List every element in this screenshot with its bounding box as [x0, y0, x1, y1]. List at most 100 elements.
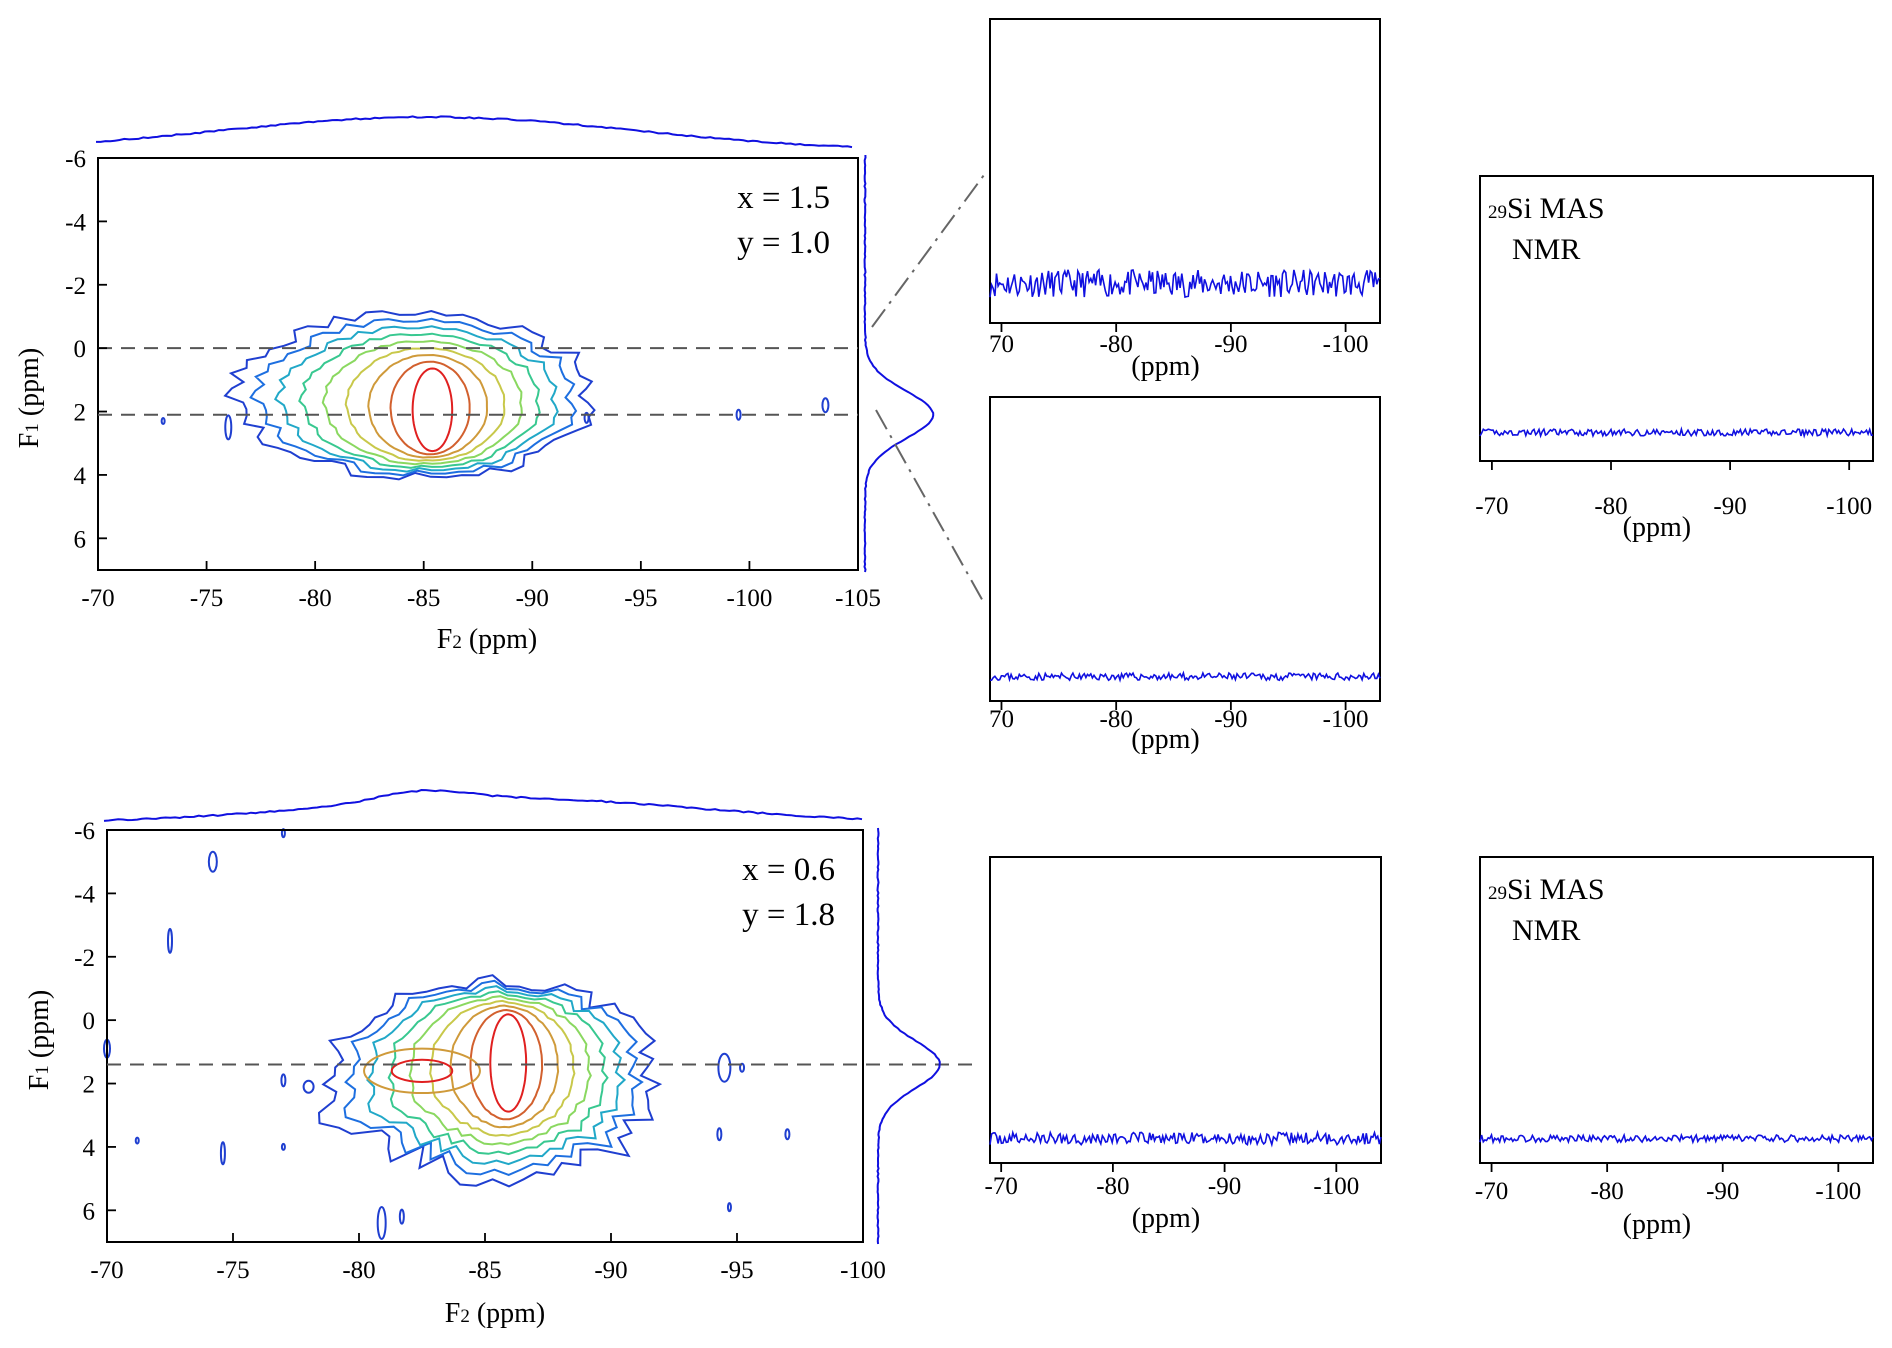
contour-bottom-secondary-peak-contour: [363, 1047, 481, 1095]
contour-top-y-tick-label: -2: [65, 273, 86, 300]
contour-top-contour-level: [223, 309, 596, 481]
contour-top-x-tick-label: -95: [624, 585, 657, 612]
contour-top-y-tick-label: 2: [74, 400, 87, 427]
mas-bottom-spectrum-line: [1479, 1132, 1874, 1145]
slice-top-1-frame: [989, 18, 1381, 324]
slice-top-1-x-tick-label: -100: [1323, 331, 1369, 358]
mas-top-x-tick-label: -70: [1475, 493, 1508, 520]
mas-bottom-frame: [1479, 856, 1874, 1164]
mas-top-spectrum-line: [1479, 426, 1874, 439]
mas-bottom-x-axis-label: (ppm): [1623, 1209, 1691, 1240]
mas-top-frame: [1479, 175, 1874, 462]
slice-bottom-x-tick-label: -80: [1096, 1173, 1129, 1200]
contour-bottom-x-tick-label: -70: [90, 1257, 123, 1284]
slice-top-1-x-tick-label: 70: [989, 331, 1014, 358]
slice-top-2-spectrum-line: [989, 670, 1381, 683]
contour-top-y-tick-label: 6: [74, 526, 87, 553]
contour-top-contour-level: [367, 353, 489, 459]
mas-bottom-nmr-label: 29Si MAS: [1488, 873, 1605, 906]
contour-bottom-x-tick-label: -100: [840, 1257, 886, 1284]
slice-connector-line: [871, 174, 985, 328]
contour-bottom-composition-annotation: x = 0.6: [742, 852, 835, 888]
contour-top-y-tick-label: -4: [65, 209, 86, 236]
contour-top-x-tick-label: -80: [298, 585, 331, 612]
contour-bottom-noise-contour: [717, 1052, 732, 1083]
contour-bottom-x-tick-label: -80: [342, 1257, 375, 1284]
contour-bottom-contour-level: [408, 995, 592, 1146]
contour-top-contour-level: [411, 367, 454, 453]
contour-top-contour-level: [249, 317, 578, 477]
contour-bottom-y-tick-label: -2: [74, 945, 95, 972]
mas-top-x-tick-label: -100: [1826, 493, 1872, 520]
contour-bottom-contour-level: [469, 1008, 544, 1121]
contour-top-composition-annotation: y = 1.0: [737, 225, 830, 261]
slice-top-2-x-tick-label: -80: [1100, 706, 1133, 733]
contour-top-composition-annotation: x = 1.5: [737, 180, 830, 216]
contour-top-f1-projection: [863, 154, 935, 573]
slice-top-1-x-axis-label: (ppm): [1131, 351, 1199, 382]
contour-top-x-tick-label: -75: [190, 585, 223, 612]
contour-bottom-secondary-peak-contour: [390, 1058, 454, 1083]
slice-bottom-x-tick-label: -100: [1313, 1173, 1359, 1200]
contour-top-noise-contour: [224, 414, 233, 441]
mas-bottom-nmr-label-line2: NMR: [1512, 914, 1580, 947]
contour-bottom-x-axis-label: F2 (ppm): [445, 1298, 546, 1329]
mas-bottom-x-tick-label: -90: [1706, 1178, 1739, 1205]
slice-connector-line: [875, 409, 985, 604]
contour-bottom-x-tick-label: -75: [216, 1257, 249, 1284]
mas-top-nmr-label-line2: NMR: [1512, 233, 1580, 266]
contour-top-x-tick-label: -105: [835, 585, 881, 612]
contour-top-f2-projection: [96, 115, 853, 149]
contour-bottom-noise-contour: [398, 1208, 405, 1225]
contour-bottom-y-tick-label: 0: [83, 1008, 96, 1035]
contour-top-contour-level: [273, 325, 559, 473]
contour-top-x-tick-label: -100: [727, 585, 773, 612]
slice-bottom-spectrum-line: [989, 1129, 1382, 1148]
contour-bottom-panel: -70 -75 -80 -85 -90 -95 -100 -6 -4 -2 0 2 4 6 F2 (ppm)…: [24, 788, 978, 1329]
contour-bottom-contour-level: [429, 999, 576, 1137]
contour-bottom-contour-level: [317, 974, 663, 1188]
contour-top-contour-level: [298, 332, 541, 469]
contour-top-noise-contour: [735, 408, 742, 421]
contour-bottom-noise-contour: [784, 1128, 791, 1141]
contour-bottom-contour-level: [489, 1013, 528, 1113]
slice-bottom-x-tick-label: -70: [985, 1173, 1018, 1200]
contour-top-y-tick-label: -6: [65, 146, 86, 173]
contour-top-y-tick-label: 0: [74, 336, 87, 363]
contour-bottom-noise-contour: [207, 850, 218, 873]
mas-top-panel: -70 -80 -90 -100 (ppm) 29Si MAS NMR: [1475, 175, 1874, 543]
contour-top-x-tick-label: -90: [516, 585, 549, 612]
mas-top-x-tick-label: -80: [1594, 493, 1627, 520]
contour-bottom-noise-contour: [167, 927, 173, 954]
contour-top-noise-contour: [583, 411, 590, 424]
slice-top-1-x-tick-label: -80: [1100, 331, 1133, 358]
contour-top-x-tick-label: -85: [407, 585, 440, 612]
contour-bottom-noise-contour: [739, 1062, 746, 1073]
contour-bottom-y-tick-label: 6: [83, 1198, 96, 1225]
contour-bottom-noise-contour: [716, 1127, 723, 1142]
mas-top-nmr-label: 29Si MAS: [1488, 192, 1605, 225]
slice-top-2-x-tick-label: -100: [1323, 706, 1369, 733]
slice-top-2-x-tick-label: 70: [989, 706, 1014, 733]
contour-bottom-y-axis-label: F1 (ppm): [24, 990, 55, 1091]
contour-bottom-y-tick-label: -4: [74, 881, 95, 908]
contour-bottom-noise-contour: [219, 1141, 226, 1166]
slice-bottom-x-tick-label: -90: [1208, 1173, 1241, 1200]
contour-bottom-y-tick-label: 4: [83, 1135, 96, 1162]
mas-bottom-x-tick-label: -70: [1475, 1178, 1508, 1205]
slice-bottom-frame: [989, 856, 1382, 1164]
contour-bottom-x-tick-label: -85: [468, 1257, 501, 1284]
slice-top-2-panel: 70 -80 -90 -100 (ppm): [989, 396, 1381, 755]
contour-bottom-y-tick-label: -6: [74, 818, 95, 845]
contour-top-noise-contour: [160, 417, 166, 426]
contour-bottom-y-tick-label: 2: [83, 1072, 96, 1099]
contour-bottom-x-tick-label: -90: [594, 1257, 627, 1284]
slice-top-2-frame: [989, 396, 1381, 702]
contour-top-frame: [97, 157, 859, 571]
mas-bottom-panel: -70 -80 -90 -100 (ppm) 29Si MAS NMR: [1475, 856, 1874, 1240]
mas-bottom-x-tick-label: -100: [1815, 1178, 1861, 1205]
contour-top-noise-contour: [821, 397, 830, 414]
slice-bottom-x-axis-label: (ppm): [1132, 1203, 1200, 1234]
contour-bottom-f2-projection: [103, 788, 863, 822]
